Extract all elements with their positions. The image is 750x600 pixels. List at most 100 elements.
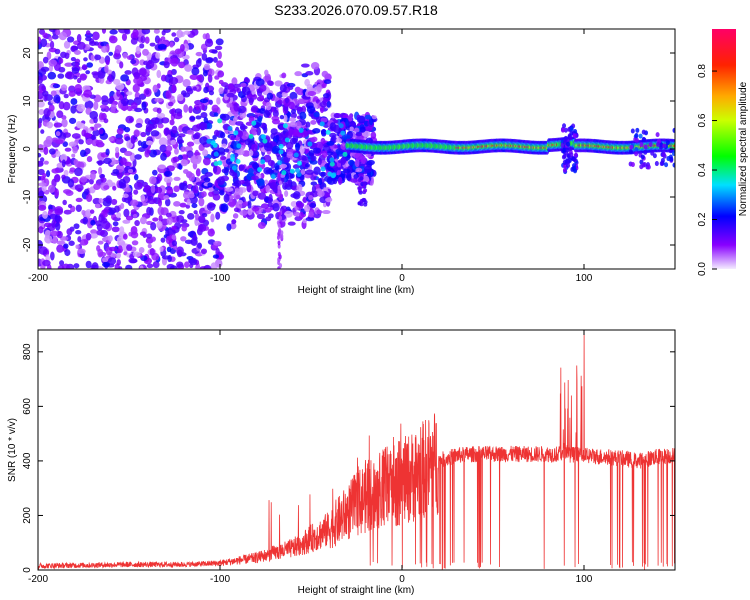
- spectrogram-cell: [120, 74, 130, 82]
- spectrogram-cell: [154, 97, 164, 103]
- spectrogram-cell: [49, 40, 55, 50]
- spectrogram-cell: [337, 176, 343, 185]
- spectrogram-cell: [166, 134, 171, 140]
- spectrogram-cell: [299, 145, 305, 154]
- spectrogram-cell: [186, 141, 195, 147]
- spectrogram-cell: [263, 142, 273, 152]
- colorbar-gradient: [712, 29, 736, 269]
- spectrogram-cell: [208, 99, 213, 105]
- spectrogram-cell: [150, 117, 160, 125]
- spectrogram-cell: [216, 60, 224, 68]
- spectrogram-cell: [56, 110, 64, 119]
- spectrogram-cell: [340, 142, 347, 150]
- spectrogram-cell: [295, 168, 301, 174]
- spectrogram-cell: [214, 45, 223, 51]
- spectrogram-cell: [109, 96, 115, 103]
- spectrogram-cell: [251, 105, 259, 112]
- spectrogram-cell: [98, 128, 104, 135]
- spectrogram-cell: [133, 181, 143, 190]
- spectrogram-cell: [296, 172, 302, 178]
- y-tick-label: -10: [22, 189, 33, 204]
- spectrogram-cell: [98, 166, 103, 176]
- spectrogram-cell: [63, 169, 69, 177]
- colorbar-tick-label: 0.4: [697, 163, 708, 177]
- spectrogram-cell: [42, 56, 49, 64]
- spectrogram-cell: [348, 159, 355, 166]
- spectrogram-cell: [355, 167, 363, 173]
- spectrogram-cell: [159, 144, 167, 153]
- spectrogram-cell: [325, 192, 331, 198]
- spectrogram-cell: [628, 149, 633, 155]
- spectrogram-cell: [156, 107, 162, 114]
- spectrogram-cell: [139, 216, 147, 225]
- spectrogram-cell: [38, 76, 43, 85]
- spectrogram-cell: [52, 83, 61, 89]
- spectrogram-cell: [207, 228, 215, 237]
- spectrogram-cell: [71, 67, 80, 74]
- spectrogram-cell: [130, 199, 139, 207]
- spectrogram-cell: [54, 208, 64, 216]
- spectrogram-cell: [48, 148, 56, 155]
- spectrogram-cell: [271, 145, 281, 154]
- spectrogram-cell: [166, 216, 173, 226]
- spectrogram-cell: [119, 226, 125, 235]
- spectrogram-cell: [146, 189, 152, 196]
- spectrogram-cell: [121, 33, 128, 41]
- spectrogram-cell: [277, 260, 281, 266]
- spectrogram-cell: [38, 152, 42, 158]
- spectrogram-cell: [90, 229, 98, 235]
- spectrogram-cell: [206, 138, 212, 144]
- spectrogram-cell: [150, 236, 156, 242]
- spectrogram-cell: [67, 36, 75, 43]
- spectrogram-cell: [354, 158, 360, 168]
- spectrogram-cell: [266, 92, 274, 100]
- spectrogram-cell: [100, 177, 107, 183]
- spectrogram-cell: [70, 98, 78, 105]
- spectrogram-cell: [338, 123, 344, 129]
- spectrogram-cell: [176, 215, 185, 223]
- colorbar-label: Normalized spectral amplitude: [738, 81, 749, 216]
- spectrogram-cell: [55, 150, 61, 158]
- spectrogram-cell: [224, 187, 234, 192]
- spectrogram-cell: [171, 84, 177, 94]
- spectrogram-cell: [241, 86, 251, 96]
- spectrogram-cell: [287, 221, 296, 226]
- spectrogram-cell: [91, 262, 99, 269]
- spectrogram-cell: [95, 203, 101, 209]
- spectrogram-cell: [182, 78, 191, 88]
- spectrogram-cell: [40, 66, 50, 72]
- spectrogram-cell: [186, 198, 191, 206]
- spectrogram-cell: [321, 150, 328, 158]
- spectrogram-cell: [316, 84, 322, 93]
- spectrogram-cell: [250, 126, 256, 135]
- spectrogram-cell: [114, 205, 120, 213]
- spectrogram-cell: [115, 83, 125, 91]
- spectrogram-cell: [370, 131, 377, 140]
- spectrogram-cell: [145, 140, 154, 146]
- spectrogram-cell: [133, 72, 141, 78]
- spectrogram-cell: [165, 229, 170, 237]
- spectrogram-cell: [274, 80, 283, 87]
- spectrogram-cell: [122, 104, 127, 112]
- spectrogram-cell: [292, 128, 300, 137]
- spectrogram-cell: [204, 172, 213, 177]
- spectrogram-cell: [102, 261, 111, 268]
- spectrogram-cell: [85, 36, 92, 42]
- spectrogram-cell: [83, 89, 93, 98]
- spectrogram-cell: [108, 35, 118, 44]
- spectrogram-cell: [145, 233, 153, 239]
- spectrogram-cell: [265, 185, 271, 193]
- spectrogram-cell: [308, 211, 314, 218]
- spectrogram-cell: [64, 62, 74, 67]
- spectrogram-cell: [134, 154, 142, 160]
- snr-axes: -200 -100 0 100 0 200 400 600 800: [22, 330, 675, 585]
- spectrogram-cell: [277, 229, 281, 235]
- spectrogram-cell: [565, 147, 570, 153]
- spectrogram-cell: [61, 159, 66, 168]
- spectrogram-cell: [55, 222, 61, 231]
- spectrogram-cell: [218, 79, 224, 85]
- spectrogram-cell: [74, 167, 83, 177]
- spectrogram-cell: [129, 258, 138, 264]
- spectrogram-cell: [251, 143, 258, 152]
